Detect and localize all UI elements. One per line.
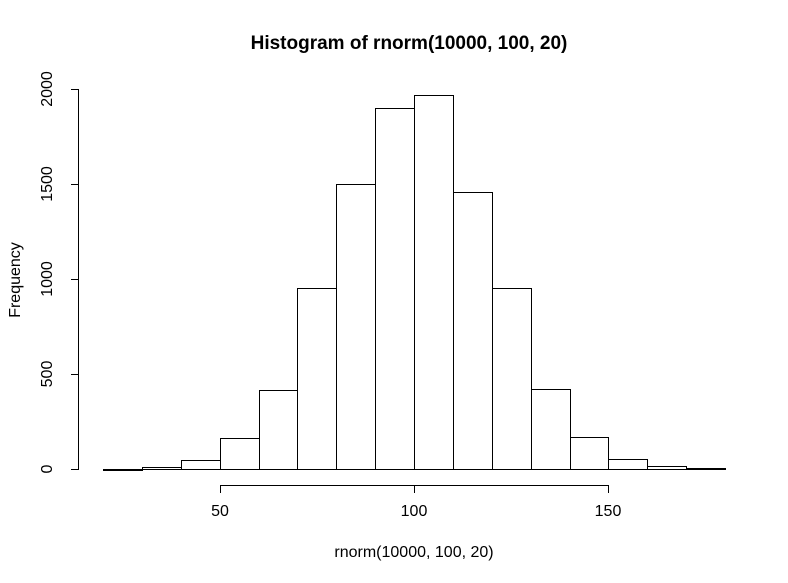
histogram-bar (336, 184, 376, 470)
histogram-bar (492, 288, 532, 470)
histogram-bar (142, 467, 182, 470)
y-tick-mark (71, 89, 79, 90)
histogram-bar (220, 438, 260, 470)
x-axis-title: rnorm(10000, 100, 20) (334, 544, 494, 561)
histogram-bar (259, 390, 298, 470)
y-tick-label: 1500 (39, 166, 56, 202)
x-tick-label: 100 (400, 503, 428, 520)
histogram-bar (686, 468, 726, 470)
histogram-bar (570, 437, 609, 470)
y-tick-label: 1000 (39, 261, 56, 297)
y-tick-label: 0 (39, 464, 56, 474)
x-tick-mark (608, 485, 609, 493)
y-axis-title: Frequency (7, 242, 24, 318)
x-tick-mark (220, 485, 221, 493)
y-tick-label: 2000 (39, 71, 56, 107)
histogram-bar (647, 466, 687, 470)
x-tick-label: 150 (594, 503, 622, 520)
chart-title: Histogram of rnorm(10000, 100, 20) (250, 33, 568, 54)
histogram-bar (103, 469, 143, 471)
histogram-bar (375, 108, 415, 470)
histogram-bar (608, 459, 648, 470)
histogram-bar (297, 288, 337, 470)
y-tick-mark (71, 279, 79, 280)
histogram-bar (531, 389, 571, 470)
y-tick-label: 500 (39, 360, 56, 388)
histogram-bar (181, 460, 221, 470)
x-tick-label: 50 (211, 503, 229, 520)
x-tick-mark (414, 485, 415, 493)
histogram-bar (414, 95, 454, 470)
y-tick-mark (71, 469, 79, 470)
y-tick-mark (71, 184, 79, 185)
histogram-bar (453, 192, 493, 470)
y-tick-mark (71, 374, 79, 375)
